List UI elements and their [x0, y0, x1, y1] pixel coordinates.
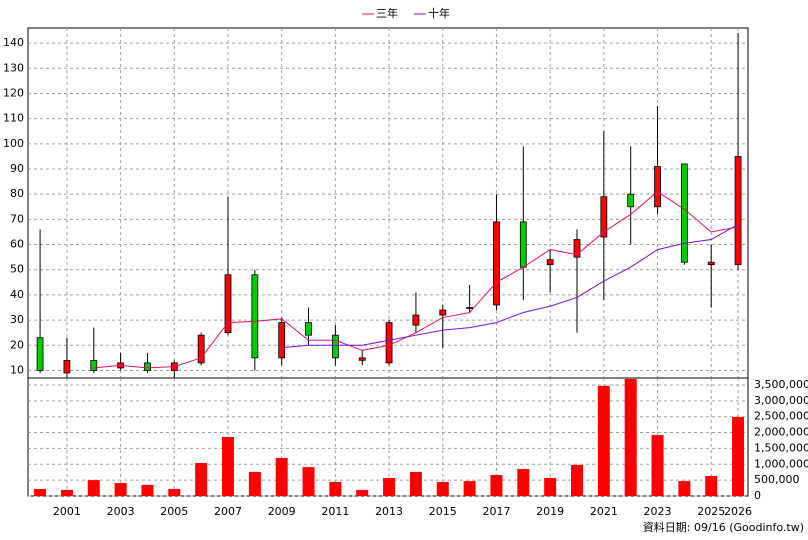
x-tick-label: 2021 [590, 505, 618, 518]
volume-bar [87, 480, 100, 496]
candle-body [278, 322, 286, 359]
candle-body [654, 166, 661, 208]
volume-bar [356, 489, 369, 496]
volume-bar [329, 482, 342, 496]
x-tick-label: 2017 [482, 505, 510, 518]
candle-body [224, 274, 232, 334]
x-tick-label: 2005 [160, 505, 188, 518]
volume-bar [463, 481, 476, 496]
x-tick-label: 2025 [697, 505, 725, 518]
y-tick-label: 140 [3, 36, 24, 49]
volume-bar [651, 435, 664, 496]
y2-tick-label: 1,500,000 [754, 441, 808, 454]
volume-bar [624, 378, 637, 496]
candle-body [734, 156, 742, 266]
x-tick-label: 2026 [724, 505, 752, 518]
y2-tick-label: 3,000,000 [754, 394, 808, 407]
x-tick-label: 2023 [644, 505, 672, 518]
candle-body [519, 221, 527, 268]
y-tick-label: 100 [3, 137, 24, 150]
legend-label: 三年 [376, 6, 398, 20]
y2-tick-label: 1,000,000 [754, 457, 808, 470]
y-tick-label: 90 [10, 162, 24, 175]
candle-body [385, 322, 393, 364]
y-tick-label: 10 [10, 363, 24, 376]
volume-bar [302, 467, 315, 496]
volume-bar [222, 437, 234, 496]
volume-bar [732, 417, 745, 496]
volume-bar [114, 482, 127, 496]
x-tick-label: 2013 [375, 505, 403, 518]
volume-bar [597, 385, 610, 496]
candle-body [493, 221, 500, 306]
candle-body [412, 314, 420, 326]
candle-body [600, 196, 608, 238]
x-tick-label: 2011 [321, 505, 349, 518]
y2-tick-label: 2,500,000 [754, 410, 808, 423]
legend-label: 十年 [428, 6, 450, 20]
candle-body [331, 334, 339, 359]
y2-tick-label: 2,000,000 [754, 426, 808, 439]
y2-tick-label: 500,000 [754, 473, 800, 486]
y-tick-label: 80 [10, 187, 24, 200]
y-tick-label: 50 [10, 263, 24, 276]
volume-bar [678, 481, 691, 496]
volume-bar [141, 484, 154, 496]
y-tick-label: 60 [10, 238, 24, 251]
y-tick-label: 110 [3, 112, 24, 125]
candle-body [680, 163, 688, 263]
x-tick-label: 2003 [107, 505, 135, 518]
y-tick-label: 30 [10, 313, 24, 326]
y-tick-label: 40 [10, 288, 24, 301]
x-tick-label: 2007 [214, 505, 242, 518]
candle-body [36, 337, 44, 371]
y2-tick-label: 0 [754, 489, 761, 502]
volume-bar [248, 471, 261, 496]
y-tick-label: 120 [3, 86, 24, 99]
line-series [281, 223, 739, 349]
y-tick-label: 70 [10, 212, 24, 225]
candle-body [439, 309, 447, 316]
volume-bar [275, 457, 288, 496]
candle-body [63, 359, 71, 374]
x-tick-label: 2019 [536, 505, 564, 518]
line-series [93, 191, 739, 369]
candle-body [466, 307, 474, 309]
volume-bar [517, 469, 530, 496]
footer: 資料日期: 09/16 (Goodinfo.tw) [643, 520, 804, 534]
candle-body [144, 362, 151, 371]
volume-bar [60, 489, 73, 496]
candle-body [90, 359, 98, 371]
candle-body [707, 261, 715, 266]
volume-bar [383, 477, 396, 496]
volume-bar [34, 489, 47, 496]
volume-bar [570, 464, 583, 496]
candle-body [251, 274, 259, 359]
x-tick-label: 2015 [429, 505, 457, 518]
volume-bar [436, 482, 449, 496]
x-tick-label: 2001 [53, 505, 81, 518]
candle-body [573, 239, 581, 258]
y2-tick-label: 3,500,000 [754, 378, 808, 391]
candle-body [358, 357, 366, 361]
y-tick-label: 130 [3, 61, 24, 74]
candle-body [546, 259, 554, 266]
volume-bar [195, 463, 208, 496]
candle-body [627, 193, 635, 208]
x-tick-label: 2009 [268, 505, 296, 518]
volume-bar [490, 475, 503, 496]
volume-bar [168, 489, 181, 496]
volume-bar [705, 476, 718, 496]
candle-body [197, 334, 205, 364]
volume-bar [409, 471, 422, 496]
y-tick-label: 20 [10, 338, 24, 351]
volume-bar [544, 477, 557, 496]
candle-body [305, 322, 312, 336]
